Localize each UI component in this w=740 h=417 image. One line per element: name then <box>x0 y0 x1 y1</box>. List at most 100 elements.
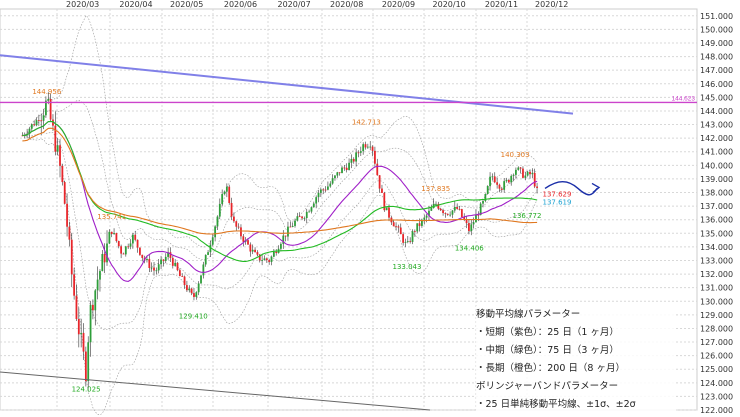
candle-body <box>409 241 412 242</box>
price-annotation: 140.303 <box>501 151 530 159</box>
candle-body <box>195 292 198 297</box>
candle-body <box>529 171 531 175</box>
x-tick-label: 2020/03 <box>66 0 99 9</box>
candle-body <box>216 216 219 227</box>
candle-body <box>134 234 137 240</box>
candle-body <box>263 258 266 261</box>
candle-body <box>94 290 97 311</box>
y-tick-label: 131.000 <box>700 284 733 293</box>
candle-body <box>157 264 160 271</box>
candle-body <box>484 193 487 202</box>
y-tick-label: 148.000 <box>700 53 733 62</box>
candle-body <box>167 252 170 257</box>
candle-body <box>475 214 477 223</box>
y-tick-label: 146.000 <box>700 80 733 89</box>
candle-body <box>190 288 193 294</box>
candle-body <box>200 275 202 284</box>
candle-body <box>56 145 59 152</box>
candle-body <box>275 251 278 254</box>
candle-body <box>519 167 522 169</box>
candle-body <box>89 304 92 343</box>
candle-body <box>303 218 306 219</box>
candle-body <box>282 235 285 244</box>
candle-body <box>388 207 390 218</box>
price-annotation: 134.406 <box>455 244 484 252</box>
ma-long-line <box>22 127 538 235</box>
candle-body <box>319 189 322 193</box>
candle-body <box>68 226 71 240</box>
candle-body <box>322 189 325 191</box>
candle-body <box>84 351 87 382</box>
candle-body <box>66 203 68 227</box>
candle-body <box>258 254 261 261</box>
candle-body <box>470 224 473 232</box>
candle-body <box>498 184 501 189</box>
candle-body <box>435 203 437 205</box>
candle-body <box>531 172 534 175</box>
moving-averages <box>22 120 538 282</box>
candle-body <box>383 192 386 211</box>
candle-body <box>40 120 43 122</box>
candle-body <box>211 237 214 245</box>
candle-body <box>291 225 294 227</box>
axes: 122.000 123.000 124.000 125.000 126.000 127.0… <box>66 0 733 415</box>
candle-body <box>374 150 376 164</box>
legend-ma-mid: ・中期（緑色）：75 日（3 ヶ月） <box>476 345 619 356</box>
candle-body <box>526 171 529 176</box>
forecast-arrow <box>544 180 598 196</box>
candle-body <box>397 226 400 228</box>
candle-body <box>28 128 31 134</box>
candle-body <box>456 206 459 209</box>
y-tick-label: 145.000 <box>700 93 733 102</box>
candle-body <box>162 259 165 261</box>
candle-body <box>141 254 144 258</box>
candle-body <box>444 213 447 214</box>
y-tick-label: 132.000 <box>700 270 733 279</box>
legend-ma-long: ・長期（橙色）：200 日（8 ヶ月） <box>476 363 625 374</box>
price-annotation: 129.410 <box>179 312 208 320</box>
candle-body <box>362 144 365 152</box>
candle-body <box>505 179 508 182</box>
candle-body <box>218 203 221 217</box>
candle-body <box>35 120 38 126</box>
candle-body <box>160 259 162 265</box>
candle-body <box>324 189 327 191</box>
candle-body <box>75 295 78 320</box>
price-annotation: 137.629 <box>543 191 572 199</box>
x-tick-label: 2020/11 <box>485 0 518 9</box>
candle-body <box>345 167 348 171</box>
x-tick-label: 2020/07 <box>278 0 311 9</box>
candle-body <box>329 183 332 187</box>
candle-body <box>296 216 299 221</box>
candle-body <box>188 288 191 291</box>
y-tick-label: 137.000 <box>700 202 733 211</box>
price-annotation: 124.025 <box>72 385 101 393</box>
candle-body <box>108 231 111 244</box>
candle-body <box>515 169 517 175</box>
x-tick-label: 2020/09 <box>382 0 415 9</box>
candle-body <box>294 220 296 226</box>
candle-body <box>265 258 268 261</box>
candle-body <box>310 207 313 212</box>
candle-body <box>472 222 475 225</box>
y-tick-label: 122.000 <box>700 406 733 415</box>
y-tick-label: 151.000 <box>700 12 733 21</box>
y-tick-label: 139.000 <box>700 175 733 184</box>
candle-body <box>305 211 308 219</box>
candle-body <box>131 234 134 244</box>
candle-body <box>442 210 444 214</box>
candle-body <box>193 293 195 297</box>
candle-body <box>343 167 346 169</box>
candle-body <box>254 249 256 253</box>
candle-body <box>449 214 452 216</box>
candle-body <box>395 226 397 228</box>
y-tick-label: 135.000 <box>700 229 733 238</box>
legend-ma-title: 移動平均線パラメーター <box>476 309 581 320</box>
candle-body <box>350 158 353 163</box>
candle-body <box>92 304 94 311</box>
candle-body <box>228 186 231 203</box>
candle-body <box>421 219 423 226</box>
y-tick-label: 141.000 <box>700 148 733 157</box>
candle-body <box>80 332 83 335</box>
